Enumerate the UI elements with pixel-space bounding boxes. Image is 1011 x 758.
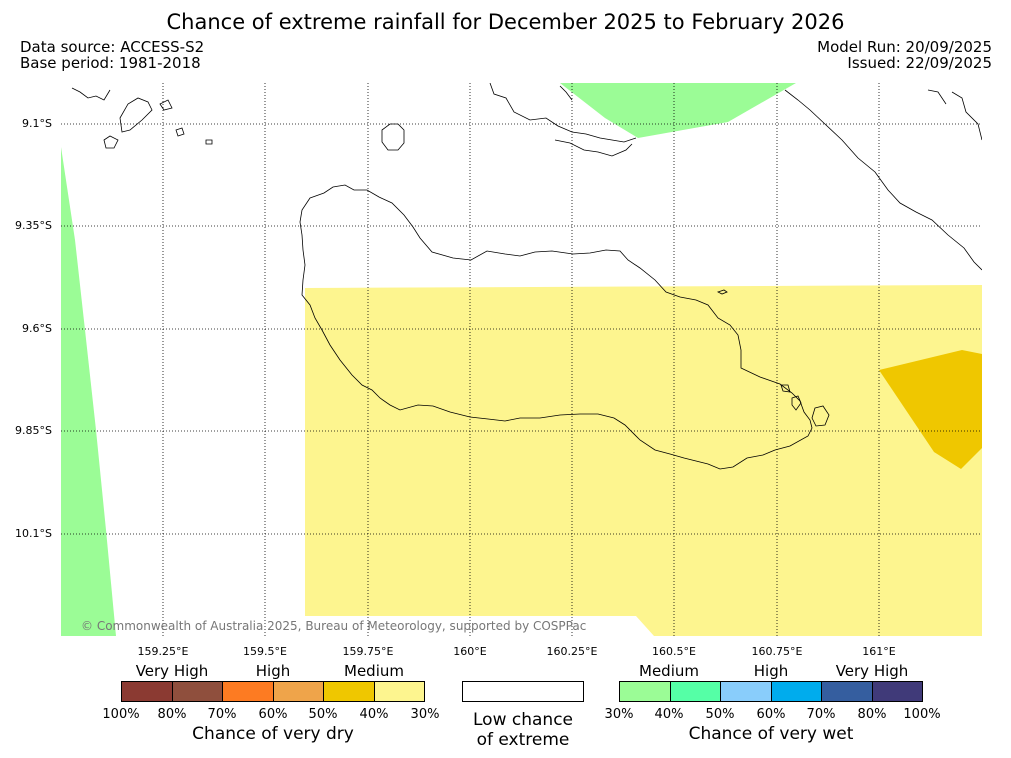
dry-swatch-70-60	[223, 682, 274, 701]
low-chance-label: Low chance of extreme	[443, 710, 603, 750]
dry-swatch-50-40	[324, 682, 375, 701]
lon-label-160-5: 160.5°E	[652, 645, 696, 658]
lon-label-159-5: 159.5°E	[243, 645, 287, 658]
wet-swatch-60-70	[771, 682, 822, 701]
wet-tick-70: 70%	[806, 707, 836, 722]
lat-label-9-1: 9.1°S	[22, 117, 52, 130]
dry-tick-30: 30%	[410, 707, 440, 722]
dry-tick-40: 40%	[359, 707, 389, 722]
base-period: Base period: 1981-2018	[20, 54, 201, 72]
wet-tick-40: 40%	[654, 707, 684, 722]
wet-swatch-70-80	[822, 682, 873, 701]
wet-swatch-80-100	[872, 682, 922, 701]
lon-label-161: 161°E	[862, 645, 896, 658]
wet-tick-60: 60%	[756, 707, 786, 722]
map-title: Chance of extreme rainfall for December …	[166, 10, 845, 34]
copyright-notice: © Commonwealth of Australia 2025, Bureau…	[81, 619, 587, 633]
dry-tick-70: 70%	[207, 707, 237, 722]
model-run: Model Run: 20/09/2025	[817, 38, 992, 56]
dry-tick-60: 60%	[258, 707, 288, 722]
wet-colorbar	[619, 681, 923, 702]
wet-swatch-40-50	[670, 682, 721, 701]
wet-swatch-50-60	[721, 682, 772, 701]
low-chance-swatch	[462, 681, 584, 702]
wet-medium-region-west	[61, 147, 116, 636]
wet-swatch-30-40	[620, 682, 671, 701]
low-chance-line2: of extreme	[476, 730, 570, 750]
dry-category-very-high: Very High	[135, 662, 209, 680]
meta-right: Model Run: 20/09/2025 Issued: 22/09/2025	[817, 39, 992, 71]
lat-label-10-1: 10.1°S	[15, 527, 52, 540]
dry-tick-100: 100%	[102, 707, 140, 722]
issued-date: Issued: 22/09/2025	[847, 54, 992, 72]
dry-medium-region	[305, 285, 982, 636]
wet-category-medium: Medium	[639, 662, 699, 680]
lat-label-9-35: 9.35°S	[15, 219, 52, 232]
dry-swatch-60-50	[273, 682, 324, 701]
wet-tick-100: 100%	[903, 707, 941, 722]
dry-swatch-40-30	[374, 682, 424, 701]
dry-swatch-100-80	[122, 682, 173, 701]
lon-label-159-75: 159.75°E	[342, 645, 394, 658]
data-source: Data source: ACCESS-S2	[20, 38, 205, 56]
low-chance-line1: Low chance	[473, 710, 573, 730]
lon-label-160-25: 160.25°E	[546, 645, 598, 658]
gridlines	[61, 83, 982, 636]
dry-legend-title: Chance of very dry	[192, 724, 354, 744]
wet-tick-30: 30%	[604, 707, 634, 722]
dry-swatch-80-70	[172, 682, 223, 701]
lat-label-9-85: 9.85°S	[15, 424, 52, 437]
lon-label-160-75: 160.75°E	[751, 645, 803, 658]
coastline	[71, 83, 982, 470]
dry-tick-80: 80%	[157, 707, 187, 722]
dry-colorbar	[121, 681, 425, 702]
dry-medium-high-region	[879, 350, 982, 469]
lat-label-9-6: 9.6°S	[22, 322, 52, 335]
wet-legend-title: Chance of very wet	[688, 724, 854, 744]
wet-category-high: High	[753, 662, 789, 680]
wet-category-very-high: Very High	[835, 662, 909, 680]
dry-category-medium: Medium	[344, 662, 404, 680]
meta-left: Data source: ACCESS-S2 Base period: 1981…	[20, 39, 204, 71]
lon-label-160: 160°E	[453, 645, 487, 658]
wet-tick-50: 50%	[705, 707, 735, 722]
dry-tick-50: 50%	[308, 707, 338, 722]
lon-label-159-25: 159.25°E	[137, 645, 189, 658]
dry-category-high: High	[255, 662, 291, 680]
wet-tick-80: 80%	[857, 707, 887, 722]
